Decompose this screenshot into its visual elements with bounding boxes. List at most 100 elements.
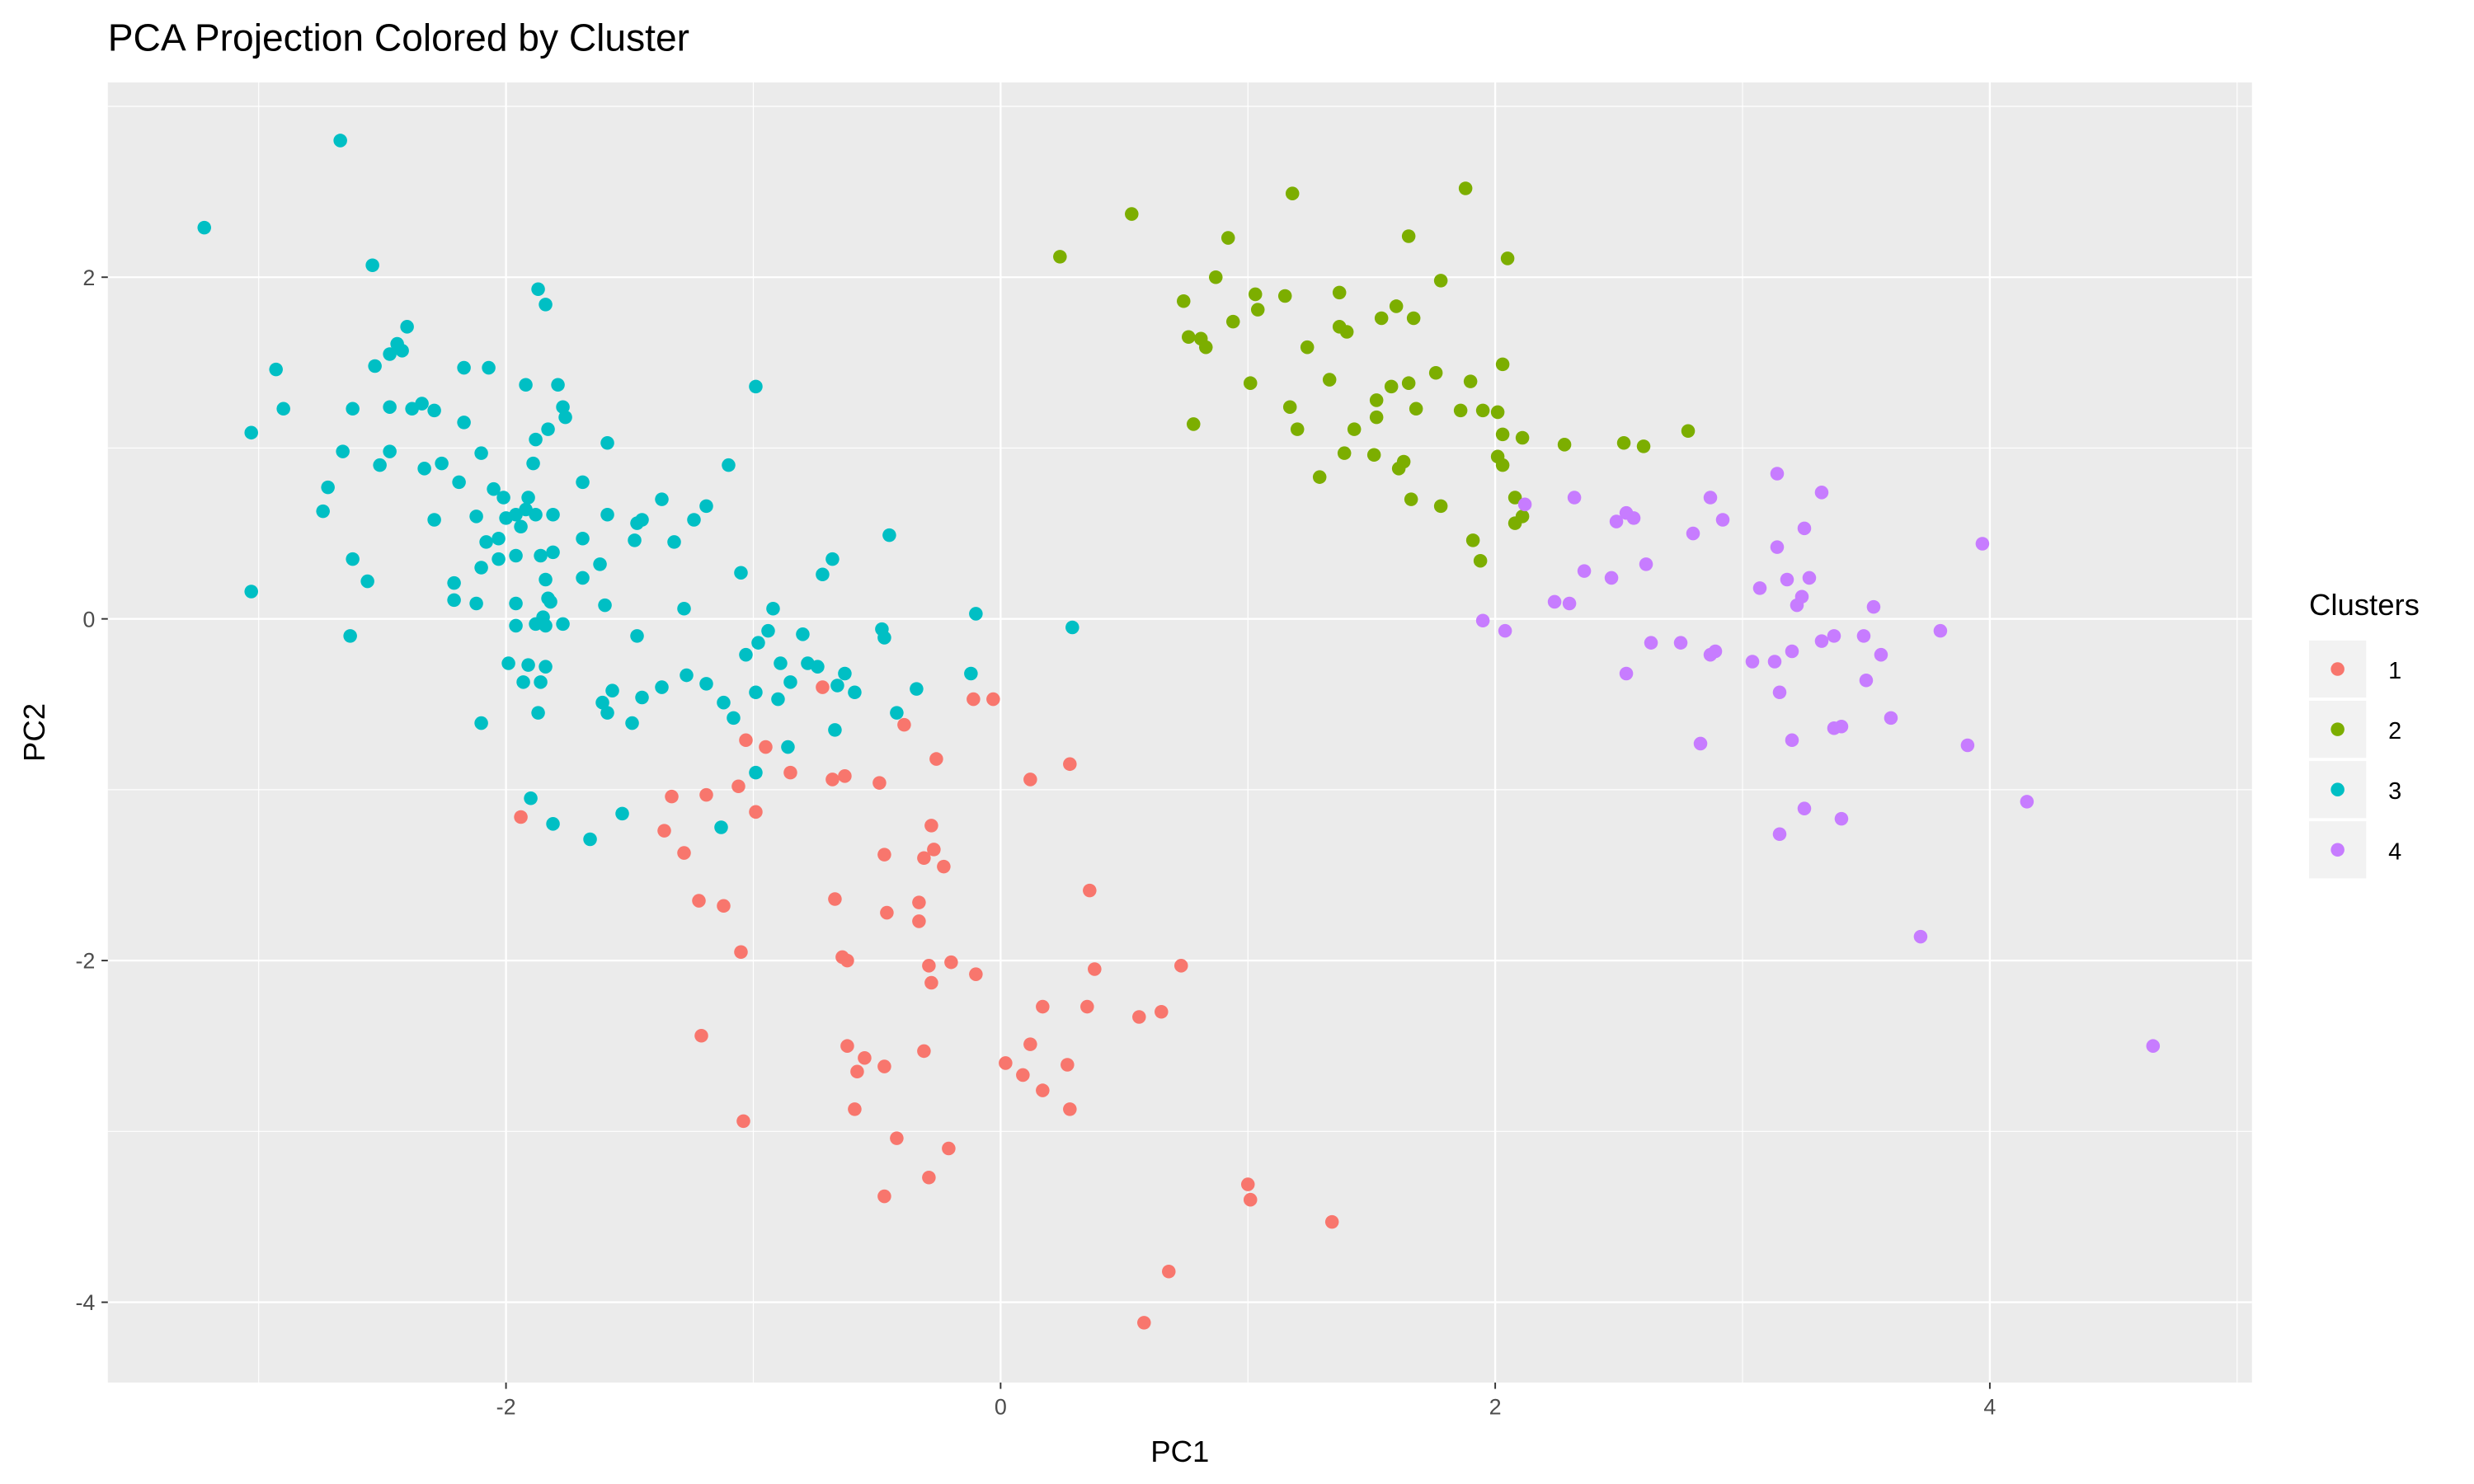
- point: [276, 402, 290, 416]
- point: [539, 298, 553, 312]
- point: [524, 791, 538, 805]
- point: [447, 593, 461, 608]
- point: [734, 945, 748, 960]
- point: [783, 675, 797, 689]
- point: [427, 403, 441, 418]
- point: [944, 955, 958, 970]
- point: [551, 378, 565, 392]
- point: [492, 532, 506, 546]
- point: [912, 914, 926, 928]
- point: [739, 733, 753, 748]
- point: [1221, 231, 1235, 245]
- point: [1061, 1058, 1075, 1072]
- legend-label: 1: [2388, 658, 2401, 684]
- point: [427, 513, 441, 527]
- point: [1770, 540, 1785, 554]
- point: [1785, 644, 1799, 659]
- point: [1827, 629, 1841, 643]
- y-tick-label: 2: [82, 265, 95, 290]
- point: [717, 695, 731, 710]
- point: [534, 675, 548, 689]
- point: [699, 499, 713, 514]
- point: [816, 680, 830, 694]
- point: [383, 444, 397, 458]
- point: [1016, 1068, 1030, 1082]
- point: [929, 752, 943, 766]
- point: [1681, 424, 1696, 438]
- point: [556, 400, 570, 414]
- point: [1933, 623, 1948, 638]
- x-axis-title: PC1: [1150, 1435, 1209, 1468]
- point: [1515, 430, 1530, 445]
- point: [937, 859, 951, 874]
- point: [677, 601, 691, 616]
- point: [2146, 1039, 2161, 1053]
- point: [749, 805, 763, 819]
- point: [628, 533, 642, 547]
- point: [1453, 403, 1468, 418]
- point: [539, 660, 553, 674]
- point: [415, 397, 429, 411]
- point: [605, 683, 619, 697]
- legend-marker: [2331, 722, 2345, 736]
- point: [882, 528, 896, 542]
- point: [722, 458, 736, 472]
- point: [526, 456, 540, 471]
- point: [1515, 510, 1530, 524]
- point: [1250, 303, 1265, 317]
- point: [1162, 1264, 1176, 1279]
- point: [1243, 376, 1258, 390]
- point: [519, 378, 533, 392]
- point: [872, 776, 887, 790]
- point: [1567, 491, 1582, 505]
- point: [858, 1050, 872, 1065]
- point: [1401, 229, 1416, 243]
- point: [1577, 564, 1592, 578]
- point: [343, 629, 357, 643]
- point: [1176, 294, 1191, 308]
- point: [360, 574, 374, 589]
- point: [771, 692, 785, 707]
- point: [924, 819, 938, 833]
- point: [964, 666, 978, 681]
- point: [1495, 458, 1510, 472]
- point: [1475, 403, 1490, 418]
- x-tick-label: 2: [1489, 1394, 1502, 1419]
- point: [1703, 491, 1718, 505]
- point: [1802, 571, 1817, 585]
- point: [469, 510, 483, 524]
- point: [1814, 486, 1829, 500]
- point: [383, 400, 397, 414]
- point: [917, 1044, 931, 1059]
- point: [969, 607, 983, 621]
- point: [333, 134, 347, 148]
- point: [1277, 289, 1292, 303]
- point: [1312, 470, 1327, 484]
- point: [469, 596, 483, 611]
- point: [1063, 757, 1077, 772]
- point: [1884, 711, 1898, 726]
- point: [1080, 999, 1094, 1014]
- point: [1463, 374, 1478, 388]
- point: [1693, 736, 1708, 751]
- point: [687, 513, 701, 527]
- point: [1644, 636, 1658, 650]
- point: [546, 817, 560, 831]
- point: [576, 532, 590, 546]
- x-tick-label: 4: [1983, 1394, 1996, 1419]
- point: [598, 598, 612, 613]
- point: [1174, 959, 1188, 973]
- point: [496, 491, 510, 505]
- point: [1772, 827, 1787, 842]
- point: [1797, 801, 1812, 815]
- point: [751, 636, 765, 650]
- point: [321, 480, 335, 495]
- point: [534, 548, 548, 563]
- point: [877, 1059, 891, 1073]
- point: [880, 905, 894, 920]
- point: [1300, 340, 1315, 355]
- point: [509, 596, 523, 611]
- point: [1475, 613, 1490, 628]
- point: [657, 824, 671, 838]
- point: [828, 892, 842, 906]
